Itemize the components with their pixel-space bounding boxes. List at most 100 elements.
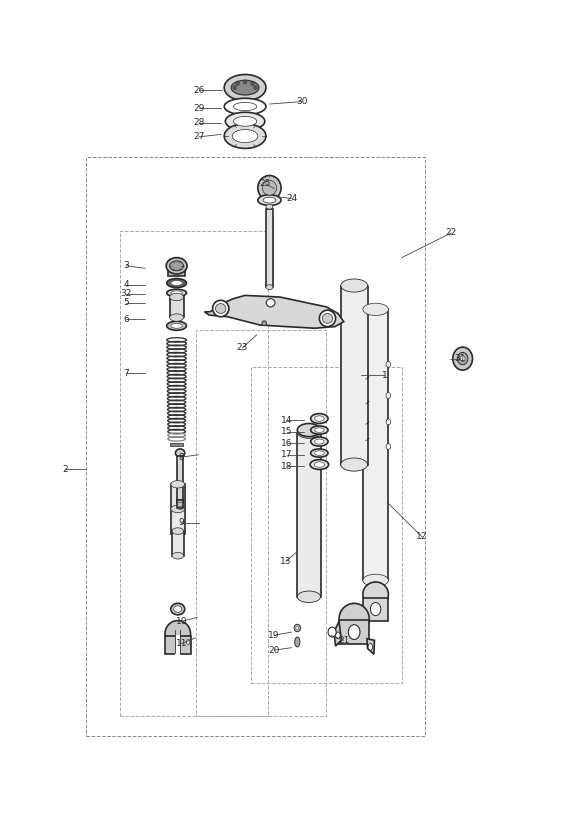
Ellipse shape: [296, 626, 298, 630]
Ellipse shape: [224, 74, 266, 101]
Ellipse shape: [262, 180, 277, 195]
Text: 4: 4: [124, 280, 129, 289]
Text: 7: 7: [123, 369, 129, 378]
Ellipse shape: [167, 321, 187, 330]
Ellipse shape: [170, 314, 184, 321]
Text: 29: 29: [193, 104, 205, 113]
Text: 6: 6: [123, 315, 129, 324]
Ellipse shape: [314, 461, 325, 467]
Text: 24: 24: [286, 194, 297, 203]
Bar: [170, 297, 184, 317]
Ellipse shape: [233, 116, 257, 126]
Text: 12: 12: [416, 532, 428, 541]
Polygon shape: [334, 621, 342, 646]
Text: 13: 13: [280, 557, 292, 566]
Text: 1: 1: [381, 371, 387, 380]
Text: 25: 25: [259, 179, 271, 188]
Ellipse shape: [171, 603, 185, 615]
Text: 23: 23: [237, 344, 248, 353]
Bar: [170, 443, 183, 447]
Text: 22: 22: [445, 228, 456, 237]
Ellipse shape: [232, 129, 258, 143]
Ellipse shape: [311, 414, 328, 424]
Polygon shape: [367, 639, 374, 654]
Ellipse shape: [336, 632, 340, 639]
Ellipse shape: [339, 603, 369, 634]
Ellipse shape: [167, 289, 187, 297]
Text: 18: 18: [281, 461, 293, 471]
Text: 3: 3: [123, 261, 129, 270]
Ellipse shape: [251, 82, 254, 86]
Text: 32: 32: [121, 289, 132, 298]
Ellipse shape: [170, 261, 184, 271]
Ellipse shape: [294, 625, 300, 632]
Ellipse shape: [224, 98, 266, 115]
Ellipse shape: [370, 602, 381, 616]
Ellipse shape: [363, 574, 388, 587]
Text: 28: 28: [193, 119, 205, 128]
Ellipse shape: [254, 86, 257, 90]
Text: 20: 20: [268, 646, 280, 654]
Text: 30: 30: [296, 97, 308, 106]
Ellipse shape: [233, 86, 236, 90]
Bar: [177, 456, 182, 503]
Text: 5: 5: [123, 298, 129, 307]
Text: 14: 14: [281, 416, 293, 424]
Text: 8: 8: [178, 452, 184, 461]
Ellipse shape: [315, 416, 324, 421]
Bar: [175, 635, 180, 656]
Ellipse shape: [233, 102, 257, 110]
Ellipse shape: [170, 293, 184, 301]
Ellipse shape: [231, 80, 259, 95]
Text: 15: 15: [281, 427, 293, 436]
Ellipse shape: [266, 285, 273, 290]
Ellipse shape: [315, 451, 324, 456]
Ellipse shape: [328, 627, 336, 637]
Ellipse shape: [297, 424, 321, 437]
Ellipse shape: [386, 393, 391, 399]
Ellipse shape: [172, 552, 184, 559]
Bar: [165, 636, 191, 654]
Polygon shape: [205, 295, 344, 328]
Ellipse shape: [368, 644, 373, 650]
Ellipse shape: [349, 625, 360, 639]
Text: 16: 16: [281, 438, 293, 447]
Bar: [363, 597, 388, 620]
Bar: [297, 433, 321, 597]
Ellipse shape: [315, 439, 324, 444]
Bar: [171, 485, 185, 534]
Ellipse shape: [236, 82, 240, 86]
Ellipse shape: [319, 310, 336, 326]
Ellipse shape: [171, 281, 182, 286]
Text: 10: 10: [175, 617, 187, 626]
Ellipse shape: [386, 362, 391, 368]
Bar: [266, 208, 273, 287]
Ellipse shape: [294, 637, 300, 647]
Ellipse shape: [226, 112, 265, 130]
Text: 11: 11: [175, 639, 187, 648]
Ellipse shape: [341, 458, 367, 471]
Ellipse shape: [386, 443, 391, 449]
Bar: [177, 500, 182, 508]
Ellipse shape: [341, 279, 367, 292]
Text: 27: 27: [193, 133, 205, 142]
Ellipse shape: [213, 300, 229, 316]
Bar: [168, 269, 185, 277]
Ellipse shape: [166, 258, 187, 274]
Ellipse shape: [171, 505, 185, 513]
Ellipse shape: [216, 303, 226, 313]
Text: 21: 21: [338, 636, 349, 645]
Ellipse shape: [224, 124, 266, 148]
Ellipse shape: [322, 313, 333, 323]
Ellipse shape: [174, 606, 182, 612]
Ellipse shape: [243, 80, 247, 84]
Ellipse shape: [363, 582, 388, 606]
Ellipse shape: [266, 298, 275, 307]
Bar: [341, 286, 367, 465]
Ellipse shape: [167, 279, 187, 288]
Ellipse shape: [171, 480, 185, 488]
Ellipse shape: [311, 426, 328, 434]
Ellipse shape: [263, 197, 276, 203]
Ellipse shape: [171, 323, 182, 328]
Ellipse shape: [461, 356, 465, 362]
